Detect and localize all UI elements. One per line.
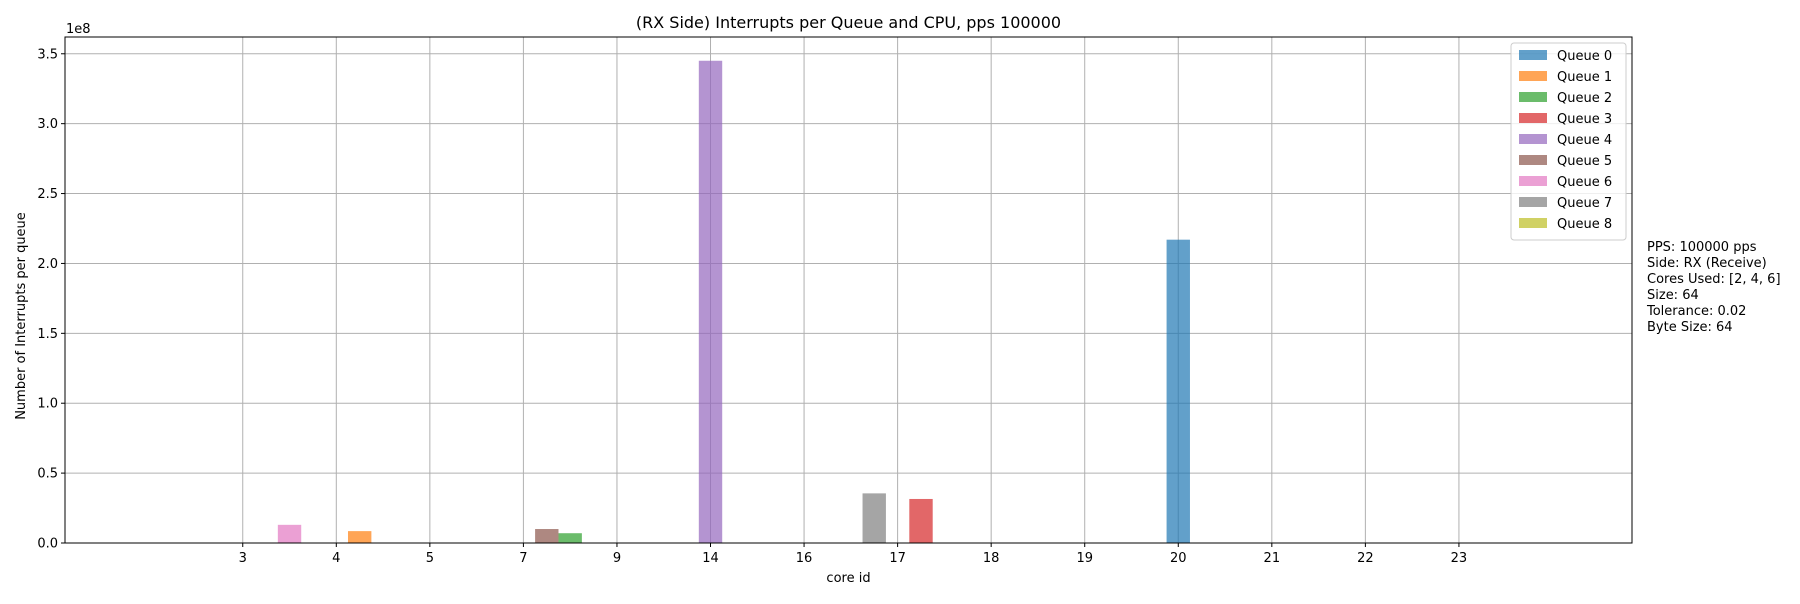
legend-swatch [1519, 50, 1547, 60]
bar-queue-6 [277, 524, 302, 543]
legend-label: Queue 4 [1557, 133, 1612, 148]
x-tick-label: 9 [613, 551, 621, 566]
legend-label: Queue 2 [1557, 91, 1612, 106]
bar-queue-2 [558, 533, 582, 543]
y-tick-label: 3.0 [37, 117, 58, 132]
legend-swatch [1519, 113, 1547, 123]
legend-swatch [1519, 155, 1547, 165]
legend-swatch [1519, 134, 1547, 144]
legend-swatch [1519, 197, 1547, 207]
info-line-size: Size: 64 [1647, 288, 1699, 303]
y-tick-label: 1.0 [37, 397, 58, 412]
x-tick-label: 7 [519, 551, 527, 566]
legend-label: Queue 0 [1557, 49, 1612, 64]
x-tick-label: 16 [796, 551, 813, 566]
x-tick-label: 23 [1451, 551, 1468, 566]
y-axis-label: Number of Interrupts per queue [14, 212, 29, 420]
bar-queue-3 [909, 498, 933, 543]
x-tick-label: 17 [889, 551, 906, 566]
x-tick-label: 14 [702, 551, 719, 566]
y-tick-label: 0.5 [37, 467, 58, 482]
y-axis-scale-label: 1e8 [66, 22, 91, 37]
y-tick-label: 2.5 [37, 187, 58, 202]
x-tick-label: 20 [1170, 551, 1187, 566]
chart-title: (RX Side) Interrupts per Queue and CPU, … [636, 13, 1061, 32]
y-tick-label: 1.5 [37, 327, 58, 342]
legend-swatch [1519, 176, 1547, 186]
x-tick-label: 5 [426, 551, 434, 566]
bar-queue-1 [347, 531, 372, 543]
x-tick-label: 3 [239, 551, 247, 566]
bar-queue-5 [535, 529, 559, 543]
y-tick-label: 2.0 [37, 257, 58, 272]
legend-label: Queue 7 [1557, 196, 1612, 211]
info-line-side: Side: RX (Receive) [1647, 256, 1767, 271]
y-tick-label: 3.5 [37, 47, 58, 62]
legend-swatch [1519, 218, 1547, 228]
x-axis-label: core id [826, 571, 870, 586]
legend-label: Queue 1 [1557, 70, 1612, 85]
info-box: PPS: 100000 pps Side: RX (Receive) Cores… [1647, 240, 1781, 336]
x-tick-label: 22 [1357, 551, 1374, 566]
bar-queue-7 [862, 493, 886, 543]
legend-label: Queue 3 [1557, 112, 1612, 127]
legend-label: Queue 6 [1557, 175, 1612, 190]
bar-queue-0 [1166, 239, 1190, 543]
info-line-tolerance: Tolerance: 0.02 [1647, 304, 1747, 319]
info-line-pps: PPS: 100000 pps [1647, 240, 1757, 255]
grid-lines [65, 37, 1632, 544]
legend-label: Queue 5 [1557, 154, 1612, 169]
legend-label: Queue 8 [1557, 217, 1612, 232]
y-tick-label: 0.0 [37, 537, 58, 552]
x-tick-label: 21 [1264, 551, 1281, 566]
legend-swatch [1519, 71, 1547, 81]
axes: 0.0 0.5 1.0 1.5 2.0 2.5 3.0 3.5 3 4 5 7 9 14 16 17 18 19 2… [37, 36, 1633, 566]
x-tick-label: 18 [983, 551, 1000, 566]
x-tick-label: 19 [1076, 551, 1093, 566]
legend: Queue 0 Queue 1 Queue 2 Queue 3 Queue 4 Queue… [1510, 42, 1627, 241]
bar-queue-4 [698, 60, 723, 544]
plot-frame [64, 36, 1633, 544]
bars [277, 60, 1190, 544]
x-tick-label: 4 [332, 551, 340, 566]
legend-swatch [1519, 92, 1547, 102]
info-line-cores: Cores Used: [2, 4, 6] [1647, 272, 1781, 287]
info-line-byte-size: Byte Size: 64 [1647, 320, 1733, 335]
